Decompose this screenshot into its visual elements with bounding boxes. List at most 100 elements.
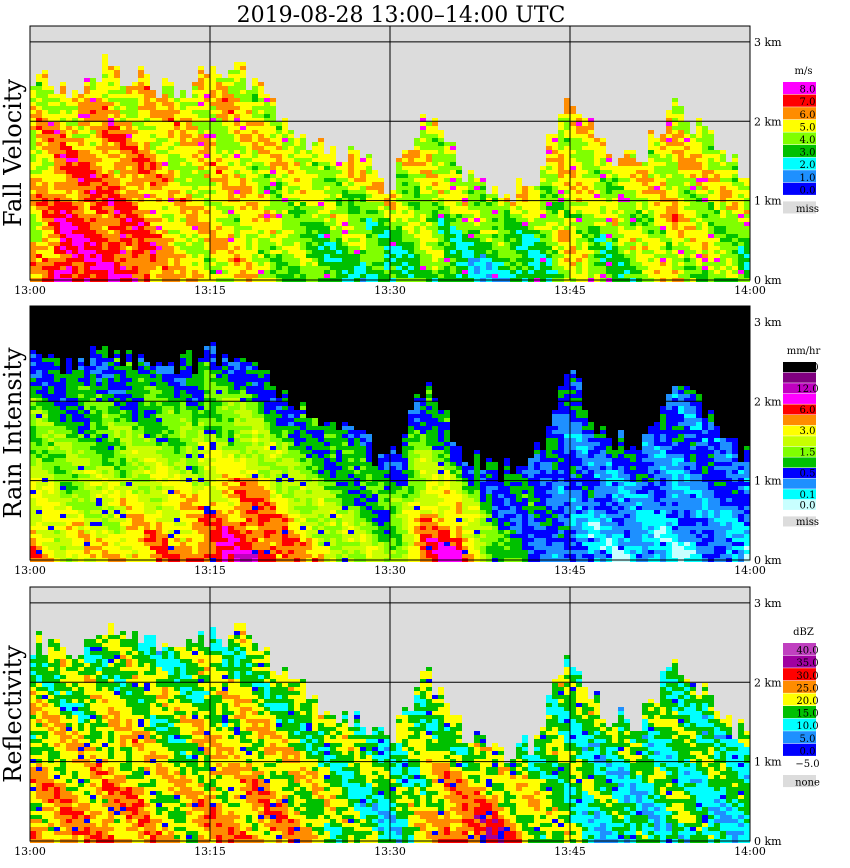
fall-velocity-cell <box>702 206 708 210</box>
fall-velocity-cell <box>132 154 138 158</box>
fall-velocity-cell <box>84 162 90 166</box>
rain-intensity-cell <box>54 526 60 530</box>
fall-velocity-cell <box>696 170 702 174</box>
fall-velocity-cell <box>624 178 630 182</box>
fall-velocity-cell <box>570 114 576 118</box>
fall-velocity-cell <box>678 178 684 182</box>
fall-velocity-cell <box>462 266 468 270</box>
fall-velocity-cell <box>288 198 294 202</box>
fall-velocity-cell <box>144 118 150 122</box>
fall-velocity-cell <box>624 154 630 158</box>
fall-velocity-cell <box>144 270 150 274</box>
fall-velocity-cell <box>150 194 156 198</box>
fall-velocity-cell <box>720 162 726 166</box>
fall-velocity-cell <box>636 226 642 230</box>
fall-velocity-cell <box>678 194 684 198</box>
fall-velocity-cell <box>456 206 462 210</box>
fall-velocity-cell <box>222 118 228 122</box>
fall-velocity-cell <box>306 170 312 174</box>
fall-velocity-cell <box>498 242 504 246</box>
fall-velocity-cell <box>216 142 222 146</box>
fall-velocity-cell <box>720 258 726 262</box>
fall-velocity-cell <box>42 86 48 90</box>
fall-velocity-cell <box>570 194 576 198</box>
fall-velocity-cell <box>654 222 660 226</box>
fall-velocity-cell <box>156 122 162 126</box>
fall-velocity-cell <box>222 234 228 238</box>
fall-velocity-cell <box>660 170 666 174</box>
fall-velocity-cell <box>720 254 726 258</box>
fall-velocity-cell <box>120 90 126 94</box>
fall-velocity-cell <box>474 254 480 258</box>
fall-velocity-cell <box>126 122 132 126</box>
fall-velocity-cell <box>72 266 78 270</box>
fall-velocity-cell <box>456 270 462 274</box>
fall-velocity-cell <box>192 202 198 206</box>
fall-velocity-cell <box>330 210 336 214</box>
fall-velocity-cell <box>588 130 594 134</box>
rain-intensity-cell <box>30 350 36 354</box>
fall-velocity-cell <box>732 190 738 194</box>
fall-velocity-cell <box>612 262 618 266</box>
fall-velocity-cell <box>42 274 48 278</box>
fall-velocity-cell <box>330 182 336 186</box>
fall-velocity-cell <box>672 222 678 226</box>
fall-velocity-cell <box>156 134 162 138</box>
fall-velocity-cell <box>240 102 246 106</box>
fall-velocity-cell <box>606 238 612 242</box>
fall-velocity-cell <box>168 158 174 162</box>
fall-velocity-cell <box>408 206 414 210</box>
fall-velocity-cell <box>228 146 234 150</box>
fall-velocity-cell <box>744 222 750 226</box>
fall-velocity-cell <box>162 274 168 278</box>
fall-velocity-cell <box>546 182 552 186</box>
fall-velocity-cell <box>348 162 354 166</box>
fall-velocity-cell <box>342 234 348 238</box>
fall-velocity-cell <box>72 194 78 198</box>
fall-velocity-cell <box>138 70 144 74</box>
fall-velocity-cell <box>300 230 306 234</box>
rain-intensity-cell <box>54 398 60 402</box>
fall-velocity-cell <box>660 214 666 218</box>
fall-velocity-cell <box>90 78 96 82</box>
fall-velocity-cell <box>660 142 666 146</box>
fall-velocity-cell <box>318 202 324 206</box>
fall-velocity-cell <box>348 266 354 270</box>
fall-velocity-cell <box>360 274 366 278</box>
fall-velocity-cell <box>102 214 108 218</box>
fall-velocity-cell <box>300 238 306 242</box>
fall-velocity-cell <box>666 218 672 222</box>
fall-velocity-cell <box>684 234 690 238</box>
rain-intensity-cell <box>42 450 48 454</box>
fall-velocity-cell <box>348 254 354 258</box>
fall-velocity-cell <box>384 250 390 254</box>
rain-intensity-cell <box>36 378 42 382</box>
fall-velocity-cell <box>120 134 126 138</box>
fall-velocity-cell <box>372 198 378 202</box>
fall-velocity-cell <box>630 186 636 190</box>
fall-velocity-cell <box>474 266 480 270</box>
rain-intensity-cell <box>30 382 36 386</box>
fall-velocity-cell <box>426 170 432 174</box>
fall-velocity-cell <box>588 126 594 130</box>
fall-velocity-cell <box>564 142 570 146</box>
fall-velocity-cell <box>552 158 558 162</box>
fall-velocity-cell <box>48 138 54 142</box>
rain-intensity-cell <box>30 550 36 554</box>
fall-velocity-cell <box>192 118 198 122</box>
fall-velocity-cell <box>708 182 714 186</box>
fall-velocity-cell <box>714 210 720 214</box>
fall-velocity-cell <box>714 274 720 278</box>
fall-velocity-cell <box>192 242 198 246</box>
fall-velocity-cell <box>180 146 186 150</box>
rain-intensity-cell <box>42 486 48 490</box>
fall-velocity-cell <box>54 142 60 146</box>
fall-velocity-cell <box>564 238 570 242</box>
fall-velocity-cell <box>648 174 654 178</box>
fall-velocity-cell <box>540 210 546 214</box>
fall-velocity-cell <box>714 234 720 238</box>
fall-velocity-cell <box>384 238 390 242</box>
fall-velocity-cell <box>522 194 528 198</box>
fall-velocity-cell <box>84 254 90 258</box>
fall-velocity-cell <box>414 162 420 166</box>
